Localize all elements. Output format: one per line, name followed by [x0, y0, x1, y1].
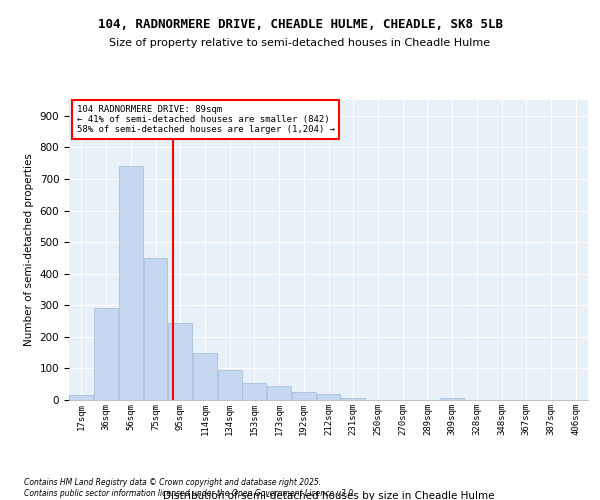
Text: 104 RADNORMERE DRIVE: 89sqm
← 41% of semi-detached houses are smaller (842)
58% : 104 RADNORMERE DRIVE: 89sqm ← 41% of sem… [77, 104, 335, 134]
Bar [242, 382, 266, 400]
Text: 104, RADNORMERE DRIVE, CHEADLE HULME, CHEADLE, SK8 5LB: 104, RADNORMERE DRIVE, CHEADLE HULME, CH… [97, 18, 503, 30]
Y-axis label: Number of semi-detached properties: Number of semi-detached properties [24, 154, 34, 346]
Text: Size of property relative to semi-detached houses in Cheadle Hulme: Size of property relative to semi-detach… [109, 38, 491, 48]
X-axis label: Distribution of semi-detached houses by size in Cheadle Hulme: Distribution of semi-detached houses by … [163, 490, 494, 500]
Bar [341, 398, 365, 400]
Bar [193, 352, 217, 400]
Bar [70, 396, 94, 400]
Bar [440, 398, 464, 400]
Bar [119, 166, 143, 400]
Bar [143, 258, 167, 400]
Text: Contains HM Land Registry data © Crown copyright and database right 2025.
Contai: Contains HM Land Registry data © Crown c… [24, 478, 355, 498]
Bar [317, 394, 340, 400]
Bar [292, 392, 316, 400]
Bar [267, 386, 291, 400]
Bar [218, 370, 242, 400]
Bar [168, 322, 192, 400]
Bar [94, 308, 118, 400]
